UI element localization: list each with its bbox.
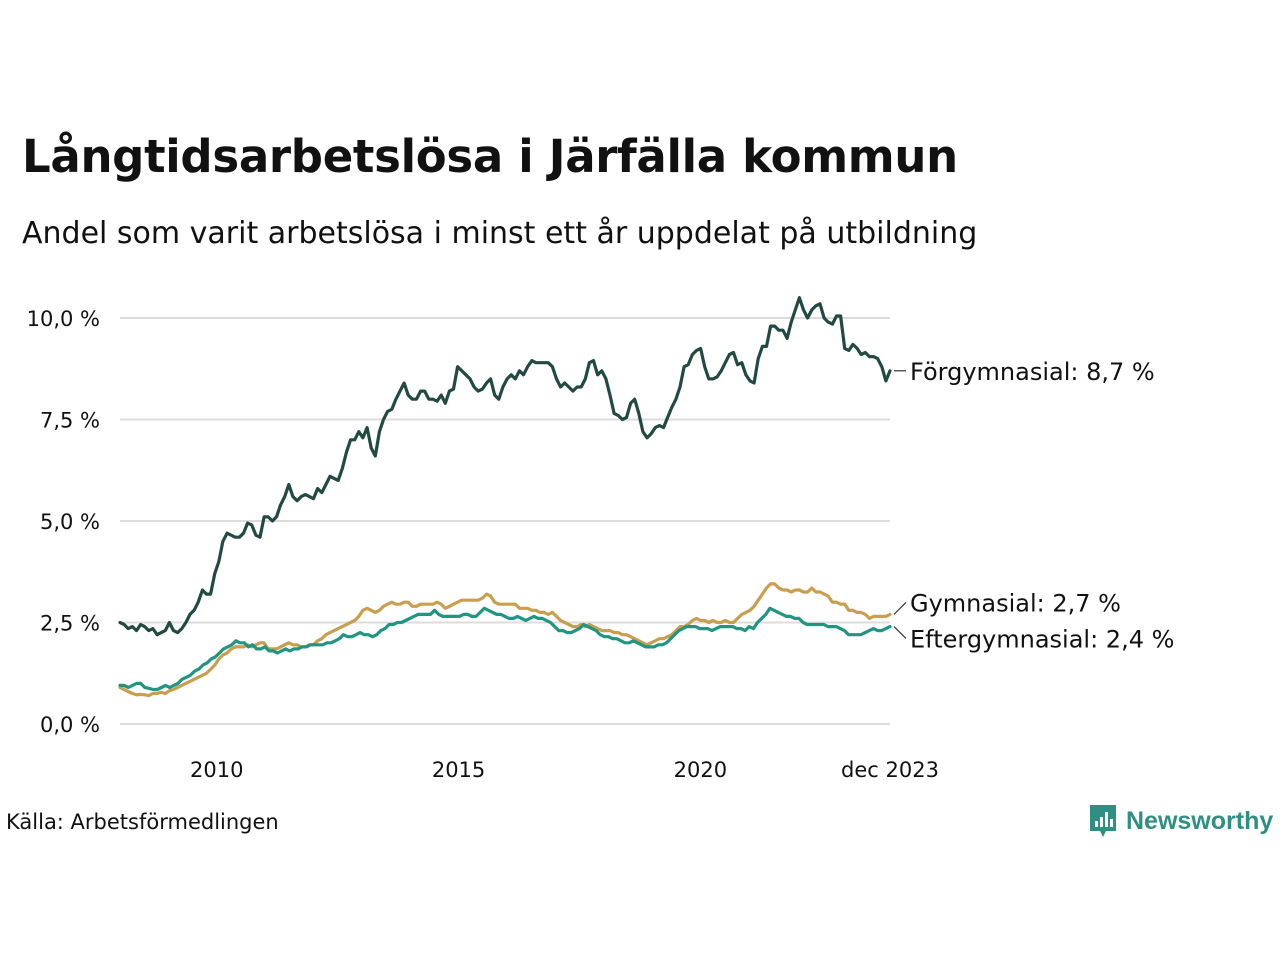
series-label-förgymnasial: Förgymnasial: 8,7 % xyxy=(910,358,1155,386)
x-tick-label: 2010 xyxy=(190,758,243,782)
series-lines xyxy=(118,296,892,698)
y-axis: 0,0 % 2,5 % 5,0 % 7,5 % 10,0 % xyxy=(27,307,100,737)
chart-subtitle: Andel som varit arbetslösa i minst ett å… xyxy=(22,216,978,251)
series-line-förgymnasial xyxy=(118,296,892,637)
series-label-eftergymnasial: Eftergymnasial: 2,4 % xyxy=(910,625,1174,653)
y-tick-label: 2,5 % xyxy=(40,612,100,636)
grid-lines xyxy=(120,317,890,725)
label-leader-line xyxy=(893,602,907,615)
line-chart: 0,0 % 2,5 % 5,0 % 7,5 % 10,0 % 2010 2015 2020 d… xyxy=(27,296,1174,782)
label-leader-line xyxy=(893,626,907,639)
y-tick-label: 7,5 % xyxy=(40,409,100,433)
x-tick-label: dec 2023 xyxy=(841,758,939,782)
y-tick-label: 0,0 % xyxy=(40,713,100,737)
y-tick-label: 10,0 % xyxy=(27,307,100,331)
series-labels: Förgymnasial: 8,7 % Gymnasial: 2,7 % Efter… xyxy=(893,358,1174,653)
series-line-eftergymnasial xyxy=(118,606,892,692)
x-tick-label: 2020 xyxy=(674,758,727,782)
newsworthy-logo: Newsworthy xyxy=(1088,803,1273,839)
source-note: Källa: Arbetsförmedlingen xyxy=(6,810,279,834)
x-tick-label: 2015 xyxy=(432,758,485,782)
newsworthy-icon xyxy=(1090,805,1116,837)
y-tick-label: 5,0 % xyxy=(40,510,100,534)
series-label-gymnasial: Gymnasial: 2,7 % xyxy=(910,589,1121,617)
chart-title: Långtidsarbetslösa i Järfälla kommun xyxy=(22,130,958,183)
x-axis: 2010 2015 2020 dec 2023 xyxy=(190,758,939,782)
brand-name: Newsworthy xyxy=(1126,806,1274,835)
